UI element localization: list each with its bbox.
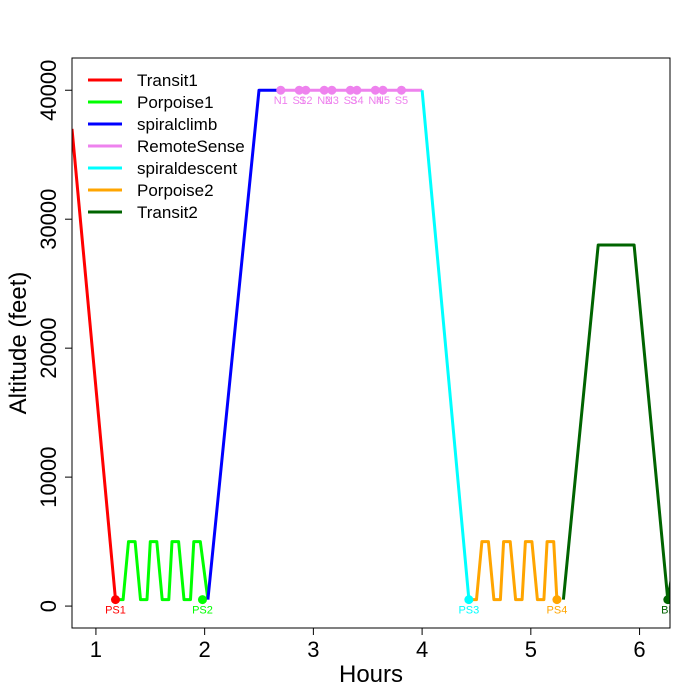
x-tick-label: 1 [90, 637, 102, 662]
waypoint-marker-n4 [370, 85, 380, 95]
series-line-spiraldescent [420, 90, 471, 600]
x-axis-title: Hours [339, 661, 403, 688]
legend: Transit1 Porpoise1 spiralclimb RemoteSense s… [88, 71, 245, 222]
waypoint-label-n5: N5 [376, 95, 390, 107]
waypoint-label-s2: S2 [299, 95, 312, 107]
legend-label-transit2: Transit2 [137, 203, 198, 222]
x-tick-label: 6 [633, 637, 645, 662]
legend-label-transit1: Transit1 [137, 71, 198, 90]
x-tick-label: 5 [525, 637, 537, 662]
waypoint-label-n2: N2 [317, 95, 331, 107]
x-tick-label: 4 [416, 637, 428, 662]
waypoint-marker-s4 [352, 85, 362, 95]
waypoint-marker-n2 [319, 85, 329, 95]
y-axis: 0 10000 20000 30000 40000 [36, 60, 72, 612]
waypoint-marker-bl [663, 595, 670, 605]
waypoint-label-s5: S5 [395, 95, 408, 107]
waypoint-marker-n1 [276, 85, 286, 95]
waypoint-marker-n3 [327, 85, 337, 95]
waypoint-label-ps1: PS1 [105, 605, 126, 617]
series-line-porpoise1 [115, 540, 210, 602]
legend-label-porpoise2: Porpoise2 [137, 181, 214, 200]
series-line-porpoise2 [468, 540, 559, 602]
waypoint-label-s4: S4 [350, 95, 363, 107]
waypoint-label-n3: N3 [325, 95, 339, 107]
legend-label-remotesense: RemoteSense [137, 137, 245, 156]
waypoint-marker-s1 [294, 85, 304, 95]
waypoint-label-ps3: PS3 [458, 605, 479, 617]
y-tick-label: 20000 [36, 318, 61, 379]
waypoint-marker-s2 [301, 85, 311, 95]
waypoint-marker-n5 [378, 85, 388, 95]
waypoint-marker-ps4 [552, 595, 562, 605]
waypoint-marker-ps1 [110, 595, 120, 605]
legend-label-porpoise1: Porpoise1 [137, 93, 214, 112]
waypoint-markers [110, 85, 670, 605]
waypoint-label-bl: BL [661, 605, 674, 617]
y-tick-label: 0 [36, 600, 61, 612]
waypoint-label-s1: S1 [293, 95, 306, 107]
waypoint-marker-ps3 [464, 595, 474, 605]
waypoint-label-ps4: PS4 [547, 605, 568, 617]
y-tick-label: 30000 [36, 189, 61, 250]
waypoint-label-s3: S3 [344, 95, 357, 107]
plot-frame [71, 57, 671, 629]
x-tick-label: 2 [199, 637, 211, 662]
series-lines [72, 88, 670, 602]
x-tick-label: 3 [307, 637, 319, 662]
series-line-spiralclimb [206, 88, 281, 600]
waypoint-marker-s3 [345, 85, 355, 95]
waypoint-label-n1: N1 [274, 95, 288, 107]
y-axis-title: Altitude (feet) [5, 272, 32, 415]
waypoint-marker-s5 [396, 85, 406, 95]
legend-label-spiraldescent: spiraldescent [137, 159, 237, 178]
y-tick-label: 40000 [36, 60, 61, 121]
waypoint-label-n4: N4 [368, 95, 382, 107]
series-line-transit1 [72, 128, 117, 600]
legend-label-spiralclimb: spiralclimb [137, 115, 217, 134]
waypoint-label-ps2: PS2 [192, 605, 213, 617]
waypoint-marker-ps2 [197, 595, 207, 605]
x-axis: 1 2 3 4 5 6 [90, 628, 646, 662]
series-line-transit2 [561, 243, 670, 602]
y-tick-label: 10000 [36, 447, 61, 508]
